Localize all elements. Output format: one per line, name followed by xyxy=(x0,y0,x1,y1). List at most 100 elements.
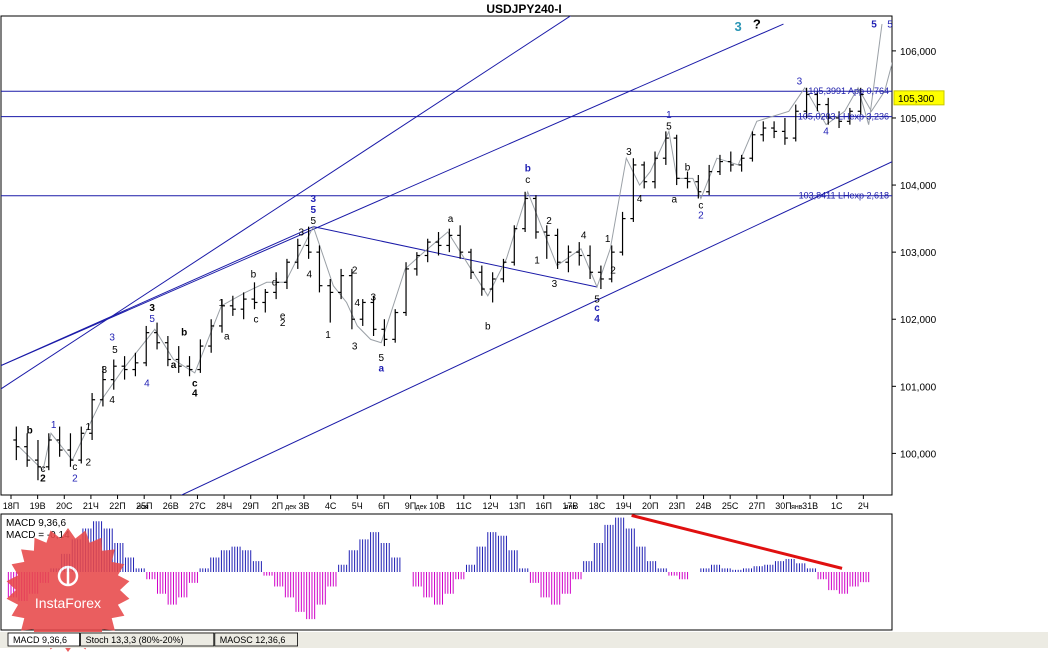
ohlc-bar xyxy=(814,91,821,112)
x-axis-tick-label: 18С xyxy=(589,501,606,511)
wave-label: 5 xyxy=(666,121,672,132)
x-axis-tick-label: 20П xyxy=(642,501,658,511)
wave-label: 5 xyxy=(311,216,317,227)
ohlc-bar xyxy=(110,359,117,390)
wave-label: c xyxy=(594,303,600,314)
x-axis-tick-label: 22П xyxy=(109,501,125,511)
wave-label: b xyxy=(685,162,691,173)
wave-label: 5 xyxy=(871,19,877,30)
y-axis-tick-label: 100,000 xyxy=(900,449,937,460)
x-axis-tick-label: 4С xyxy=(325,501,337,511)
indicator-tab-label: MAOSC 12,36,6 xyxy=(220,635,286,645)
ohlc-bar xyxy=(78,426,85,464)
ohlc-bar xyxy=(305,226,312,259)
y-axis-tick-label: 104,000 xyxy=(900,181,937,192)
ohlc-bar xyxy=(478,265,485,296)
wave-label: 3 xyxy=(352,341,358,352)
ohlc-bar xyxy=(164,336,171,367)
elliott-wave-path xyxy=(18,24,883,472)
price-panel-border xyxy=(0,15,893,496)
x-axis-tick-label: 27С xyxy=(189,501,206,511)
ohlc-bar xyxy=(262,289,269,313)
ohlc-bar xyxy=(45,433,52,471)
wave-label: 4 xyxy=(581,231,587,242)
ohlc-bar xyxy=(34,439,41,481)
ohlc-bar xyxy=(283,258,290,290)
wave-label: 5 xyxy=(149,314,155,325)
elliott-wave-projection xyxy=(857,61,892,113)
ohlc-bar xyxy=(511,225,518,266)
x-axis-tick-label: 18П xyxy=(3,501,19,511)
level-line-label: 103,8411 LHexp 2,618 xyxy=(799,191,889,201)
wave-label: a xyxy=(224,331,230,342)
ohlc-bar xyxy=(424,238,431,263)
ohlc-bar xyxy=(597,265,604,290)
ohlc-bar xyxy=(652,151,659,189)
ohlc-bar xyxy=(706,164,713,196)
wave-label: 3 xyxy=(109,333,115,344)
ohlc-bar xyxy=(576,242,583,266)
ohlc-bar xyxy=(381,319,388,347)
wave-label: c xyxy=(72,462,77,473)
ohlc-bar xyxy=(457,225,464,259)
wave-label: a xyxy=(448,214,454,225)
wave-label: 4 xyxy=(109,395,115,406)
wave-label: 2 xyxy=(85,457,91,468)
x-axis-tick-label: 5Ч xyxy=(352,501,363,511)
ohlc-bar xyxy=(219,299,226,333)
wave-label: 3 xyxy=(797,76,803,87)
wave-label: b xyxy=(251,270,257,281)
ohlc-bar xyxy=(294,238,301,269)
wave-label: 3 xyxy=(149,303,155,314)
wave-label: 1 xyxy=(219,298,225,309)
x-axis-tick-label: 16П xyxy=(535,501,551,511)
ohlc-bar xyxy=(240,292,247,320)
ohlc-bar xyxy=(175,346,182,373)
x-axis-tick-label: 25П xyxy=(136,501,152,511)
wave-label: 4 xyxy=(637,194,643,205)
ohlc-bar xyxy=(338,268,345,300)
wave-label: 2 xyxy=(352,266,358,277)
ohlc-bar xyxy=(121,356,128,380)
ohlc-bar xyxy=(370,295,377,337)
wave-label: 2 xyxy=(280,318,286,329)
wave-label: 4 xyxy=(594,314,600,325)
wave-label: 2 xyxy=(610,266,616,277)
ohlc-bar xyxy=(846,107,853,125)
ohlc-bar xyxy=(413,252,420,276)
ohlc-bar xyxy=(630,158,637,222)
ohlc-bar xyxy=(684,171,691,189)
ohlc-bar xyxy=(99,366,106,407)
x-axis-tick-label: 13П xyxy=(509,501,525,511)
ohlc-bar xyxy=(273,272,280,300)
wave-label: 1 xyxy=(605,234,611,245)
wave-label: c xyxy=(525,175,530,186)
wave-label: 3 xyxy=(626,147,632,158)
x-axis-tick-label: 24В xyxy=(696,501,712,511)
ohlc-bar xyxy=(565,245,572,273)
wave-title-mark: 3 xyxy=(735,19,742,34)
wave-label: 3 xyxy=(552,279,558,290)
x-axis-tick-label: 20С xyxy=(56,501,73,511)
ohlc-bar xyxy=(771,121,778,139)
wave-label: 3 xyxy=(370,292,376,303)
ohlc-bar xyxy=(467,248,474,279)
wave-label: c xyxy=(192,378,198,389)
x-axis-tick-label: 17В xyxy=(562,501,578,511)
wave-label: 2 xyxy=(40,474,46,485)
ohlc-bar xyxy=(522,191,529,233)
x-axis-tick-label: 10В xyxy=(429,501,445,511)
ohlc-bar xyxy=(587,245,594,279)
wave-label: d xyxy=(272,278,278,289)
ohlc-bar xyxy=(197,339,204,373)
x-axis-tick-label: 28Ч xyxy=(216,501,232,511)
x-axis-tick-label: 19Ч xyxy=(616,501,632,511)
x-axis-tick-label: 9П xyxy=(405,501,416,511)
indicator-tab-label: MACD 9,36,6 xyxy=(13,635,67,645)
wave-label: 2 xyxy=(72,474,78,485)
ohlc-bar xyxy=(749,131,756,162)
ohlc-bar xyxy=(489,272,496,303)
fan-line xyxy=(1,226,314,367)
